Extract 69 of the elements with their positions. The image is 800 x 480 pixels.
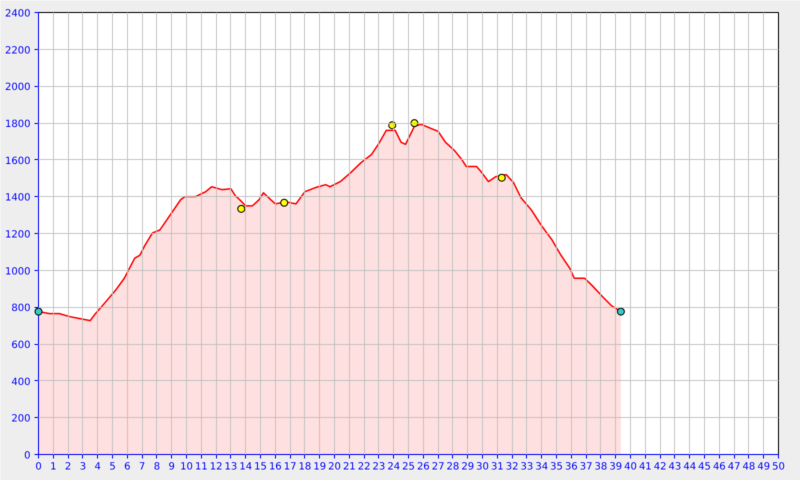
x-tick-label: 43 — [668, 462, 682, 472]
x-tick-label: 25 — [402, 462, 415, 472]
x-tick-label: 19 — [313, 462, 326, 472]
x-tick-label: 30 — [476, 462, 489, 472]
x-tick-label: 13 — [224, 462, 238, 472]
y-tick-label: 1200 — [5, 230, 31, 240]
x-tick-label: 47 — [728, 462, 740, 472]
y-tick-label: 1400 — [5, 192, 31, 204]
x-tick-label: 36 — [564, 462, 578, 472]
x-tick-label: 38 — [594, 462, 608, 472]
y-tick-label: 1600 — [5, 156, 31, 167]
x-tick-label: 14 — [239, 462, 252, 472]
point — [616, 308, 625, 316]
x-tick-label: 32 — [506, 462, 518, 472]
x-tick-label: 35 — [550, 462, 563, 472]
x-tick-label: 26 — [416, 462, 430, 472]
x-tick-label: 11 — [194, 462, 208, 472]
point — [34, 308, 42, 316]
x-tick-label: 44 — [683, 462, 696, 472]
x-tick-label: 37 — [580, 462, 592, 472]
y-tick-label: 2400 — [5, 8, 31, 20]
x-tick-label: 23 — [372, 462, 386, 472]
x-tick-label: 41 — [638, 462, 652, 472]
x-tick-label: 29 — [461, 462, 474, 472]
y-tick-label: 2000 — [5, 82, 31, 94]
x-tick-label: 20 — [328, 462, 341, 472]
y-tick-label: 0 — [24, 450, 31, 462]
x-tick-label: 27 — [432, 462, 444, 472]
x-tick-label: 2 — [64, 462, 72, 472]
x-tick-label: 50 — [772, 462, 785, 472]
x-tick-label: 48 — [742, 462, 756, 472]
x-tick-label: 16 — [268, 462, 282, 472]
y-tick-label: 1800 — [5, 119, 31, 130]
y-tick-label: 400 — [11, 376, 31, 388]
x-tick-label: 39 — [609, 462, 622, 472]
x-tick-label: 12 — [210, 462, 222, 472]
x-tick-label: 17 — [284, 462, 296, 472]
x-tick-label: 10 — [180, 462, 193, 472]
point — [237, 204, 246, 213]
x-tick-label: 3 — [80, 462, 86, 472]
x-tick-label: 9 — [168, 462, 175, 472]
x-tick-label: 15 — [254, 462, 267, 472]
x-tick-label: 6 — [124, 462, 130, 472]
x-tick-label: 40 — [624, 462, 637, 472]
x-tick-label: 49 — [757, 462, 770, 472]
x-tick-label: 0 — [35, 462, 42, 472]
y-tick-label: 800 — [11, 303, 31, 314]
x-tick-label: 28 — [446, 462, 460, 472]
point — [280, 198, 288, 207]
x-tick-label: 5 — [109, 462, 116, 472]
x-tick-label: 31 — [490, 462, 504, 472]
y-tick-label: 200 — [11, 414, 31, 425]
x-tick-label: 4 — [94, 462, 101, 472]
x-tick-label: 45 — [698, 462, 711, 472]
x-tick-label: 42 — [654, 462, 666, 472]
x-tick-label: 18 — [298, 462, 312, 472]
x-tick-label: 33 — [520, 462, 534, 472]
x-tick-label: 8 — [154, 462, 160, 472]
y-tick-label: 2200 — [5, 45, 31, 56]
x-tick-label: 46 — [712, 462, 726, 472]
x-tick-label: 24 — [387, 462, 400, 472]
y-tick-label: 600 — [11, 340, 31, 351]
x-tick-label: 34 — [535, 462, 548, 472]
x-tick-label: 21 — [342, 462, 356, 472]
x-tick-label: 7 — [138, 462, 146, 472]
point — [498, 174, 506, 182]
y-tick-label: 1000 — [5, 266, 31, 278]
x-tick-label: 1 — [50, 462, 56, 472]
x-tick-label: 22 — [358, 462, 370, 472]
